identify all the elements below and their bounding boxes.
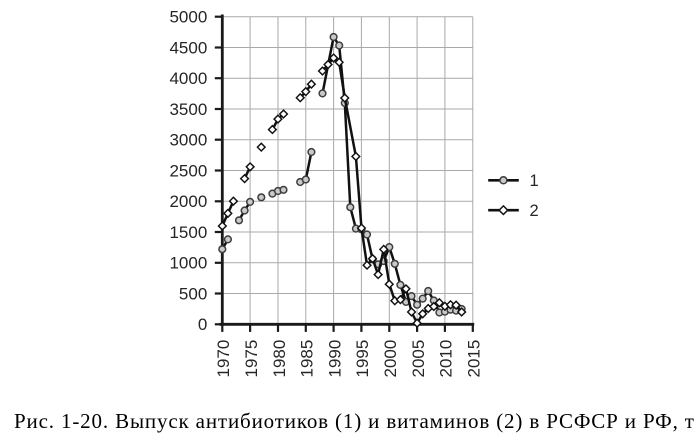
svg-text:1500: 1500 [169,223,207,242]
svg-text:3500: 3500 [169,100,207,119]
svg-text:0: 0 [198,315,207,334]
svg-text:500: 500 [179,284,207,303]
svg-text:2015: 2015 [465,340,484,378]
svg-text:3000: 3000 [169,131,207,150]
svg-text:4000: 4000 [169,69,207,88]
svg-text:2010: 2010 [437,340,456,378]
svg-text:1995: 1995 [353,340,372,378]
svg-text:2500: 2500 [169,161,207,180]
svg-text:2000: 2000 [381,340,400,378]
svg-text:1970: 1970 [214,340,233,378]
svg-text:1985: 1985 [298,340,317,378]
svg-text:1975: 1975 [242,340,261,378]
svg-text:1980: 1980 [270,340,289,378]
svg-text:4500: 4500 [169,38,207,57]
svg-text:1000: 1000 [169,254,207,273]
svg-text:2000: 2000 [169,192,207,211]
svg-text:2005: 2005 [409,340,428,378]
svg-text:5000: 5000 [169,8,207,27]
svg-text:1990: 1990 [325,340,344,378]
svg-text:2: 2 [530,202,539,220]
svg-text:1: 1 [530,172,539,190]
